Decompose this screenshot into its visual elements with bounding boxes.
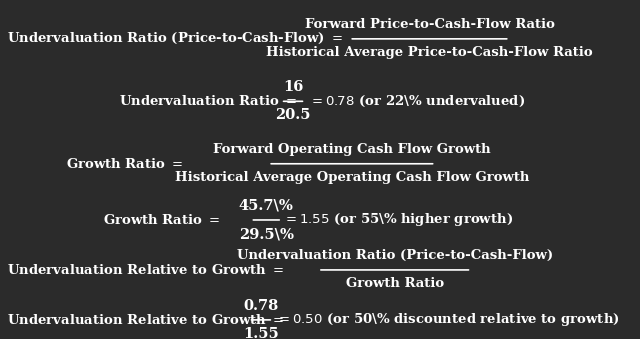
Text: Growth Ratio $=$: Growth Ratio $=$ [103,213,220,227]
Text: Growth Ratio $=$: Growth Ratio $=$ [66,157,183,171]
Text: Undervaluation Relative to Growth $=$: Undervaluation Relative to Growth $=$ [7,313,284,327]
Text: Growth Ratio: Growth Ratio [346,278,444,291]
Text: $= 0.50$ (or 50\% discounted relative to growth): $= 0.50$ (or 50\% discounted relative to… [276,312,620,328]
Text: Forward Operating Cash Flow Growth: Forward Operating Cash Flow Growth [213,143,491,156]
Text: Historical Average Price-to-Cash-Flow Ratio: Historical Average Price-to-Cash-Flow Ra… [266,46,593,59]
Text: 16: 16 [283,80,303,94]
Text: 1.55: 1.55 [243,327,279,339]
Text: $= 1.55$ (or 55\% higher growth): $= 1.55$ (or 55\% higher growth) [283,212,513,228]
Text: 29.5\%: 29.5\% [239,227,294,241]
Text: Undervaluation Relative to Growth $=$: Undervaluation Relative to Growth $=$ [7,263,284,277]
Text: Undervaluation Ratio $=$: Undervaluation Ratio $=$ [119,94,297,108]
Text: $= 0.78$ (or 22\% undervalued): $= 0.78$ (or 22\% undervalued) [309,94,525,109]
Text: 0.78: 0.78 [243,299,278,313]
Text: Forward Price-to-Cash-Flow Ratio: Forward Price-to-Cash-Flow Ratio [305,18,554,31]
Text: 20.5: 20.5 [275,108,311,122]
Text: Historical Average Operating Cash Flow Growth: Historical Average Operating Cash Flow G… [175,171,529,184]
Text: Undervaluation Ratio (Price-to-Cash-Flow) $=$: Undervaluation Ratio (Price-to-Cash-Flow… [7,31,343,46]
Text: Undervaluation Ratio (Price-to-Cash-Flow): Undervaluation Ratio (Price-to-Cash-Flow… [237,250,553,262]
Text: 45.7\%: 45.7\% [239,199,294,213]
